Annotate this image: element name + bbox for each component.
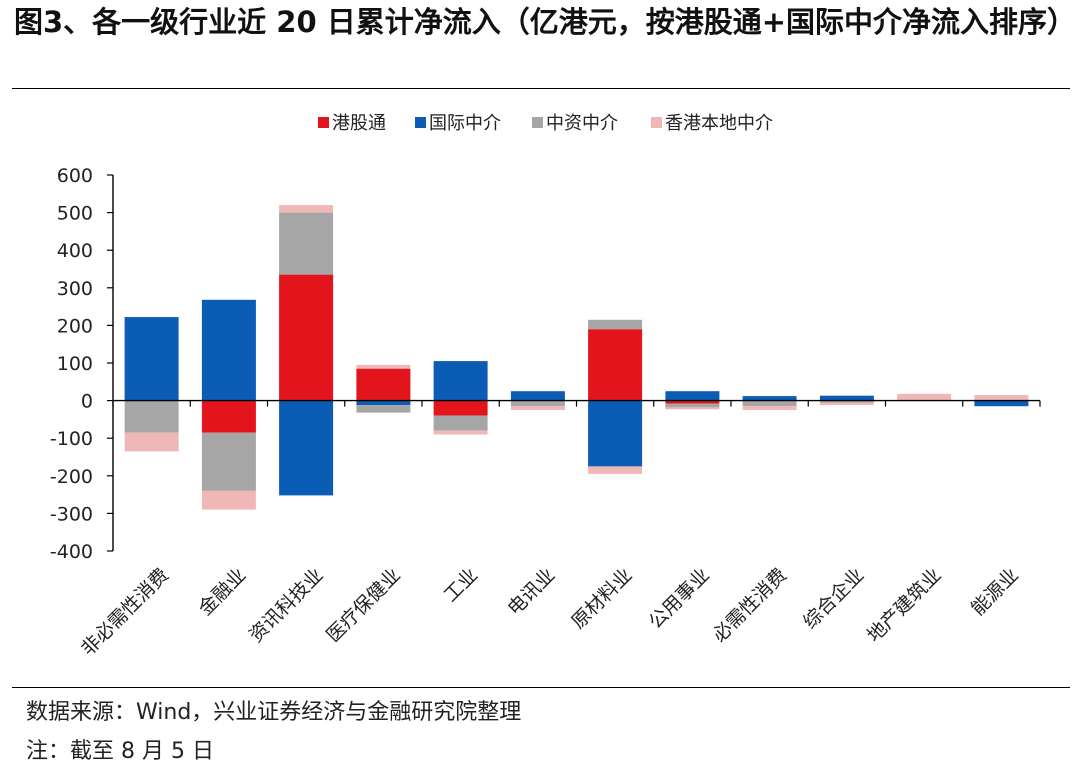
bar-segment	[356, 400, 411, 406]
bar-group	[124, 205, 1029, 510]
bar-segment	[742, 406, 797, 410]
y-tick-label: 200	[57, 315, 93, 337]
bar-segment	[588, 319, 643, 330]
bar-segment	[279, 205, 334, 213]
y-tick-label: 600	[57, 165, 93, 187]
y-tick-label: -400	[50, 541, 93, 563]
bar-segment	[510, 400, 565, 407]
bar-segment	[665, 391, 720, 401]
bar-segment	[124, 400, 179, 433]
bar-segment	[201, 299, 256, 401]
x-tick-label: 非必需性消费	[77, 564, 173, 660]
bottom-rule	[12, 687, 1070, 688]
bar-segment	[665, 407, 720, 410]
legend-label: 中资中介	[546, 113, 618, 134]
bar-segment	[665, 400, 720, 404]
bar-segment	[201, 400, 256, 433]
legend-swatch	[532, 117, 543, 128]
x-tick-label: 原材料业	[567, 564, 636, 633]
bar-segment	[279, 212, 334, 275]
x-tick-label: 工业	[440, 564, 482, 606]
x-tick-label: 公用事业	[645, 564, 714, 633]
figure-title: 图3、各一级行业近 20 日累计净流入（亿港元，按港股通+国际中介净流入排序）	[14, 5, 1077, 39]
stacked-bar-chart: 港股通 国际中介 中资中介 香港本地中介 600 500 400 300 200 100 0 -10…	[50, 113, 1041, 660]
bar-segment	[356, 405, 411, 413]
bar-segment	[588, 329, 643, 401]
legend-label: 国际中介	[429, 113, 501, 134]
bar-segment	[279, 274, 334, 401]
bar-segment	[433, 400, 488, 416]
bar-segment	[433, 430, 488, 435]
legend-swatch	[318, 117, 329, 128]
y-tick-label: 0	[81, 391, 93, 413]
x-tick-label: 电讯业	[504, 564, 560, 620]
bar-segment	[124, 317, 179, 401]
bar-segment	[819, 395, 874, 401]
bar-segment	[433, 415, 488, 431]
bar-segment	[356, 364, 411, 369]
bar-segment	[510, 391, 565, 401]
bar-segment	[510, 406, 565, 410]
y-tick-label: 300	[57, 278, 93, 300]
bar-segment	[819, 400, 874, 403]
legend-swatch	[651, 117, 662, 128]
chart-legend: 港股通 国际中介 中资中介 香港本地中介	[318, 113, 773, 134]
bar-segment	[124, 432, 179, 452]
bar-segment	[588, 400, 643, 467]
y-tick-label: -200	[50, 466, 93, 488]
bar-segment	[974, 400, 1029, 407]
bar-segment	[742, 400, 797, 407]
bar-segment	[356, 368, 411, 401]
bar-segment	[897, 393, 952, 401]
legend-swatch	[415, 117, 426, 128]
y-tick-label: 500	[57, 203, 93, 225]
top-rule	[12, 88, 1070, 89]
y-tick-label: 400	[57, 240, 93, 262]
legend-label: 港股通	[332, 113, 386, 134]
x-tick-label: 必需性消费	[708, 564, 791, 647]
y-tick-label: -300	[50, 503, 93, 525]
y-tick-label: -100	[50, 428, 93, 450]
y-axis: 600 500 400 300 200 100 0 -100 -200 -300 -400	[50, 165, 114, 563]
x-tick-label: 能源业	[967, 564, 1023, 620]
y-tick-label: 100	[57, 353, 93, 375]
source-note: 数据来源：Wind，兴业证券经济与金融研究院整理	[26, 700, 522, 725]
bar-segment	[665, 403, 720, 408]
bar-segment	[974, 395, 1029, 401]
bar-segment	[201, 432, 256, 491]
x-tick-label: 资讯科技业	[245, 564, 328, 647]
legend-label: 香港本地中介	[665, 113, 773, 134]
bar-segment	[588, 466, 643, 474]
bar-segment	[433, 361, 488, 401]
bar-segment	[201, 490, 256, 510]
x-tick-label: 金融业	[195, 564, 251, 620]
bar-segment	[279, 400, 334, 496]
bar-segment	[819, 402, 874, 406]
x-tick-label: 地产建筑业	[863, 564, 946, 647]
x-tick-label: 医疗保健业	[322, 564, 405, 647]
bar-segment	[742, 396, 797, 401]
date-note: 注：截至 8 月 5 日	[26, 739, 214, 764]
x-tick-label: 综合企业	[799, 564, 868, 633]
